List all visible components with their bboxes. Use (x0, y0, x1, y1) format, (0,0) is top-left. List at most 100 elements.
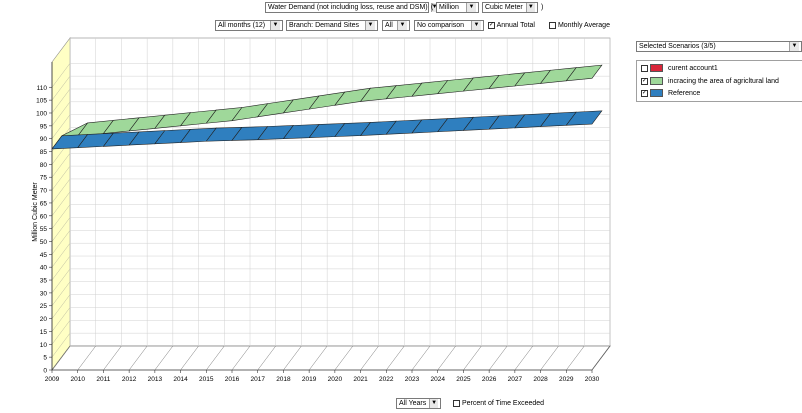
unit-dropdown[interactable]: Cubic Meter ▼ (482, 2, 538, 13)
legend-swatch (650, 89, 663, 97)
x-tick-label: 2028 (533, 376, 548, 383)
years-dropdown[interactable]: All Years ▼ (396, 398, 441, 409)
demand-chart: 0510152025303540455055606570758085909510… (32, 37, 611, 383)
x-tick-label: 2018 (276, 376, 291, 383)
floor-gridline (463, 345, 482, 371)
left-wall-gridline (51, 217, 71, 242)
left-wall-gridline (51, 191, 71, 216)
chevron-down-icon: ▼ (365, 21, 375, 30)
annual-total-option[interactable]: ✓ Annual Total (488, 21, 535, 30)
branch-label: Branch: Demand Sites (289, 22, 360, 29)
y-tick-label: 90 (40, 136, 48, 143)
scenario-legend: curent account1 ✓ incracing the area of … (636, 60, 802, 102)
legend-label: curent account1 (668, 64, 718, 72)
legend-checkbox[interactable]: ✓ (641, 77, 648, 85)
left-wall-gridline (51, 294, 71, 319)
comparison-dropdown[interactable]: No comparison ▼ (414, 20, 484, 31)
x-tick-label: 2017 (250, 376, 265, 383)
all-dropdown[interactable]: All ▼ (382, 20, 410, 31)
left-wall-gridline (51, 204, 71, 229)
months-dropdown[interactable]: All months (12) ▼ (215, 20, 283, 31)
annual-total-label: Annual Total (496, 22, 535, 29)
y-tick-label: 65 (40, 200, 48, 207)
y-tick-label: 0 (43, 368, 47, 375)
scale-label: Million (439, 4, 459, 11)
y-tick-label: 80 (40, 162, 48, 169)
y-tick-label: 85 (40, 149, 48, 156)
y-tick-label: 30 (40, 290, 48, 297)
floor-gridline (386, 345, 405, 371)
y-tick-label: 20 (40, 316, 48, 323)
monthly-average-checkbox[interactable] (549, 21, 556, 29)
series-reference (51, 110, 603, 150)
left-wall-gridline (51, 88, 71, 114)
chevron-down-icon: ▼ (429, 399, 438, 408)
floor-gridline (103, 345, 122, 371)
percent-exceeded-label: Percent of Time Exceeded (461, 400, 545, 407)
monthly-average-option[interactable]: Monthly Average (549, 21, 610, 30)
x-tick-label: 2014 (173, 376, 188, 383)
left-wall-gridline (51, 165, 71, 191)
floor (51, 345, 611, 371)
left-wall-gridline (51, 320, 71, 345)
paren-close: ) (541, 4, 544, 11)
comparison-label: No comparison (417, 22, 465, 29)
chevron-down-icon: ▼ (397, 21, 407, 30)
y-tick-label: 40 (40, 265, 48, 272)
floor-gridline (540, 345, 559, 371)
x-tick-label: 2024 (430, 376, 445, 383)
floor-gridline (180, 345, 199, 371)
y-tick-label: 60 (40, 213, 48, 220)
chevron-down-icon: ▼ (270, 21, 280, 30)
months-label: All months (12) (218, 22, 266, 29)
y-tick-label: 45 (40, 252, 48, 259)
legend-item[interactable]: ✓ incracing the area of agricltural land (641, 76, 779, 86)
left-wall-gridline (51, 101, 71, 126)
years-label: All Years (399, 400, 427, 407)
scenario-selector[interactable]: Selected Scenarios (3/5) ▼ (636, 41, 802, 52)
all-label: All (385, 22, 393, 29)
variable-label: Water Demand (not including loss, reuse … (268, 4, 428, 11)
percent-exceeded-option[interactable]: Percent of Time Exceeded (453, 399, 544, 408)
y-tick-label: 110 (37, 85, 48, 92)
annual-total-checkbox[interactable]: ✓ (488, 21, 495, 29)
percent-exceeded-checkbox[interactable] (453, 399, 460, 407)
y-axis-label: Million Cubic Meter (32, 182, 39, 242)
chevron-down-icon: ▼ (430, 3, 438, 12)
left-wall-gridline (51, 255, 71, 281)
unit-label: Cubic Meter (485, 4, 523, 11)
scale-dropdown[interactable]: Million ▼ (436, 2, 479, 13)
y-tick-label: 100 (36, 110, 47, 117)
series-segment (565, 64, 603, 82)
series-segment (565, 110, 603, 126)
y-tick-label: 5 (43, 355, 47, 362)
floor-gridline (334, 345, 354, 371)
legend-item[interactable]: curent account1 (641, 63, 718, 73)
x-tick-label: 2010 (70, 376, 85, 383)
left-wall-gridline (51, 63, 71, 88)
left-wall-gridline (51, 178, 71, 204)
monthly-average-label: Monthly Average (557, 22, 610, 29)
x-tick-label: 2012 (122, 376, 137, 383)
left-wall-gridline (51, 114, 71, 139)
legend-item[interactable]: ✓ Reference (641, 88, 700, 98)
floor-gridline (283, 345, 302, 371)
left-wall-gridline (51, 307, 71, 332)
y-tick-label: 105 (36, 98, 47, 105)
x-tick-label: 2019 (302, 376, 317, 383)
branch-dropdown[interactable]: Branch: Demand Sites ▼ (286, 20, 378, 31)
floor-gridline (154, 345, 174, 371)
legend-checkbox[interactable]: ✓ (641, 89, 648, 97)
left-wall-gridline (51, 230, 71, 255)
floor-gridline (411, 345, 431, 371)
floor-gridline (128, 345, 148, 371)
left-wall-gridline (51, 281, 71, 306)
chevron-down-icon: ▼ (471, 21, 481, 30)
paren-open: ( (431, 4, 434, 11)
variable-dropdown[interactable]: Water Demand (not including loss, reuse … (265, 2, 438, 13)
chevron-down-icon: ▼ (525, 3, 535, 12)
legend-checkbox[interactable] (641, 64, 648, 72)
x-tick-label: 2011 (96, 376, 110, 383)
legend-swatch (650, 64, 663, 72)
x-tick-label: 2020 (328, 376, 343, 383)
